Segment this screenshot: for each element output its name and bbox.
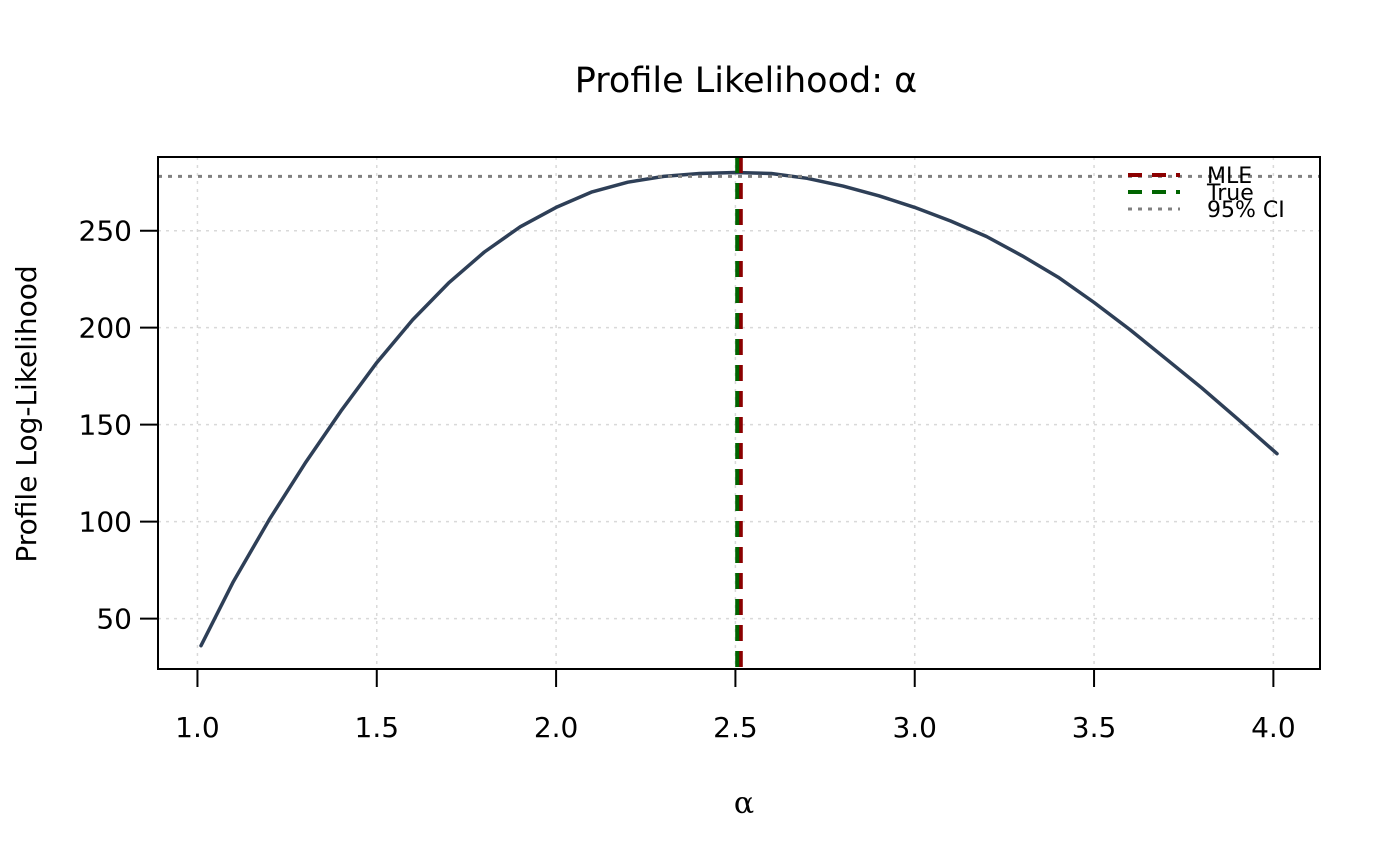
x-tick-label-4: 3.0	[892, 711, 937, 744]
y-tick-label-1: 100	[79, 506, 132, 539]
legend-label-true: True	[1206, 181, 1254, 206]
x-tick-label-2: 2.0	[534, 711, 579, 744]
x-tick-label-6: 4.0	[1251, 711, 1296, 744]
x-tick-label-3: 2.5	[713, 711, 758, 744]
reference-lines	[158, 157, 1320, 669]
y-axis-label: Profile Log-Likelihood	[10, 265, 43, 562]
y-tick-label-2: 150	[79, 409, 132, 442]
y-tick-label-4: 250	[79, 215, 132, 248]
y-tick-label-0: 50	[96, 603, 132, 636]
x-axis-label: α	[734, 786, 754, 821]
grid	[158, 157, 1320, 669]
y-tick-label-3: 200	[79, 312, 132, 345]
x-tick-label-0: 1.0	[175, 711, 220, 744]
x-tick-label-5: 3.5	[1072, 711, 1117, 744]
legend-label-mle: MLE	[1207, 164, 1252, 189]
x-tick-label-1: 1.5	[355, 711, 400, 744]
chart-title: Profile Likelihood: α	[575, 61, 917, 101]
legend-label-95-ci: 95% CI	[1207, 198, 1285, 223]
plot-frame	[157, 156, 1321, 670]
axes: 1.0 1.5 2.0 2.5 3.0 3.5 4.0 50 100 150 200 250	[79, 156, 1321, 744]
